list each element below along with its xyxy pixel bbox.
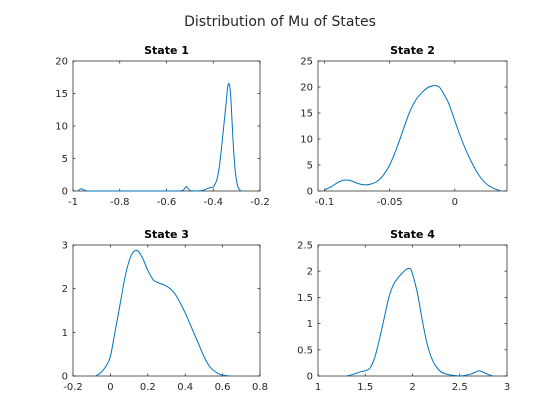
subplot-title: State 2 bbox=[390, 44, 435, 57]
y-tick-label: 5 bbox=[62, 154, 68, 165]
y-tick-label: 1 bbox=[307, 319, 313, 330]
x-tick-label: -0.8 bbox=[110, 197, 130, 208]
plot-area bbox=[317, 60, 508, 192]
x-tick-label: -0.05 bbox=[377, 197, 403, 208]
subplot-state-2: State 2 -0.1 -0.05 0 0 5 10 15 20 25 bbox=[300, 44, 508, 208]
x-tick-label: -0.1 bbox=[315, 197, 335, 208]
x-tick-label: 0.4 bbox=[177, 382, 193, 393]
y-tick-label: 10 bbox=[55, 122, 68, 133]
y-tick-label: 1 bbox=[62, 328, 68, 339]
subplot-title: State 3 bbox=[144, 228, 189, 241]
x-tick-label: 2 bbox=[409, 382, 415, 393]
subplot-title: State 1 bbox=[144, 44, 189, 57]
x-tick-label: 0.6 bbox=[215, 382, 231, 393]
y-tick-label: 15 bbox=[55, 89, 68, 100]
x-tick-label: 0 bbox=[107, 382, 113, 393]
y-tick-label: 15 bbox=[300, 109, 313, 120]
x-tick-label: -0.4 bbox=[203, 197, 223, 208]
y-tick-label: 2 bbox=[62, 284, 68, 295]
x-tick-label: 0.2 bbox=[140, 382, 156, 393]
x-tick-label: -0.6 bbox=[157, 197, 177, 208]
x-tick-label: 1.5 bbox=[357, 382, 373, 393]
x-tick-label: 0 bbox=[452, 197, 458, 208]
plot-area bbox=[72, 60, 261, 192]
y-tick-label: 0.5 bbox=[297, 345, 313, 356]
x-tick-label: 0.8 bbox=[252, 382, 268, 393]
x-tick-label: -0.2 bbox=[250, 197, 270, 208]
y-tick-label: 0 bbox=[307, 372, 313, 383]
y-tick-label: 0 bbox=[62, 372, 68, 383]
x-tick-label: -0.2 bbox=[63, 382, 83, 393]
y-tick-label: 1.5 bbox=[297, 293, 313, 304]
density-curve bbox=[77, 82, 242, 192]
x-tick-label: 3 bbox=[504, 382, 510, 393]
y-tick-label: 0 bbox=[62, 187, 68, 198]
x-tick-label: -1 bbox=[68, 197, 78, 208]
x-tick-label: 1 bbox=[315, 382, 321, 393]
figure-title: Distribution of Mu of States bbox=[184, 14, 376, 30]
plot-area bbox=[317, 244, 508, 377]
y-tick-label: 0 bbox=[307, 187, 313, 198]
y-tick-label: 10 bbox=[300, 135, 313, 146]
subplot-state-1: State 1 -1 -0.8 -0.6 -0.4 -0.2 0 5 10 15 20 bbox=[55, 44, 269, 208]
y-tick-label: 20 bbox=[300, 83, 313, 94]
x-tick-label: 2.5 bbox=[452, 382, 468, 393]
y-tick-label: 2.5 bbox=[297, 241, 313, 252]
subplot-title: State 4 bbox=[390, 228, 435, 241]
density-curve bbox=[346, 267, 493, 377]
density-curve bbox=[324, 84, 501, 191]
y-tick-label: 25 bbox=[300, 57, 313, 68]
y-tick-label: 2 bbox=[307, 267, 313, 278]
plot-area bbox=[72, 244, 261, 377]
subplot-state-4: State 4 1 1.5 2 2.5 3 0 0.5 1 1.5 2 2.5 bbox=[297, 228, 510, 393]
y-tick-label: 3 bbox=[62, 241, 68, 252]
density-curve bbox=[95, 249, 231, 377]
y-tick-label: 20 bbox=[55, 57, 68, 68]
y-tick-label: 5 bbox=[307, 161, 313, 172]
